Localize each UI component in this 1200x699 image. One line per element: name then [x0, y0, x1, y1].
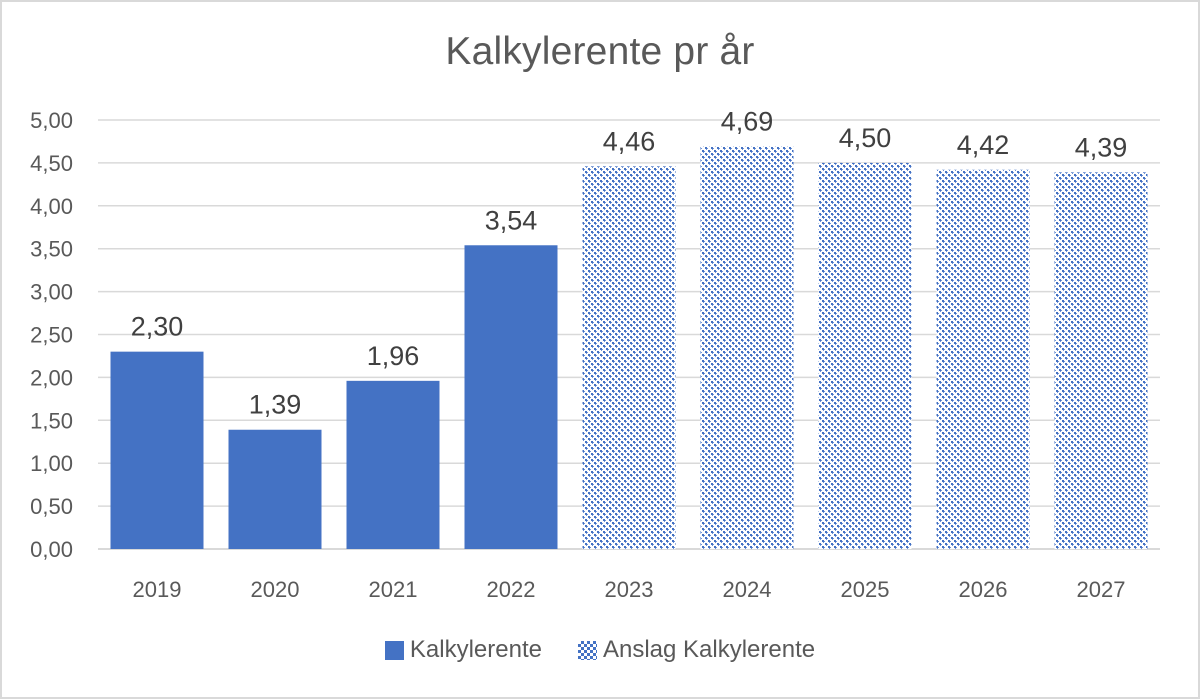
- x-tick-label: 2025: [841, 577, 890, 602]
- y-tick-label: 4,50: [30, 151, 73, 176]
- x-tick-label: 2024: [723, 577, 772, 602]
- legend-label: Anslag Kalkylerente: [602, 636, 816, 663]
- y-tick-label: 3,00: [30, 280, 73, 305]
- legend-swatch-pattern-icon: [577, 640, 597, 660]
- chart-title: Kalkylerente pr år: [445, 30, 755, 73]
- y-tick-label: 0,50: [30, 494, 73, 519]
- x-tick-label: 2026: [959, 577, 1008, 602]
- legend: Kalkylerente Anslag Kalkylerente: [0, 636, 1200, 664]
- x-axis-ticks: 2019 2020 2021 2022 2023 2024 2025 2026 2027: [133, 577, 1126, 602]
- y-tick-label: 2,00: [30, 365, 73, 390]
- y-tick-label: 1,50: [30, 408, 73, 433]
- bars: 2,30 1,39 1,96 3,54 4,46 4,69 4,50 4,42 4,39: [110, 107, 1148, 549]
- data-label: 4,46: [603, 126, 656, 156]
- y-tick-label: 4,00: [30, 194, 73, 219]
- legend-swatch-solid-icon: [384, 640, 404, 660]
- bar-2027: [1054, 172, 1148, 549]
- bar-2019: [110, 351, 204, 549]
- data-label: 4,50: [839, 123, 892, 153]
- data-label: 1,96: [367, 341, 420, 371]
- bar-2020: [228, 429, 322, 549]
- data-label: 4,42: [957, 130, 1010, 160]
- x-tick-label: 2019: [133, 577, 182, 602]
- bar-2026: [936, 169, 1030, 549]
- bar-2025: [818, 162, 912, 549]
- bar-2021: [346, 380, 440, 549]
- y-tick-label: 0,00: [30, 537, 73, 562]
- legend-item-anslag-kalkylerente: Anslag Kalkylerente: [577, 636, 816, 664]
- data-label: 4,69: [721, 107, 774, 137]
- x-tick-label: 2020: [251, 577, 300, 602]
- bar-2024: [700, 146, 794, 549]
- y-tick-label: 3,50: [30, 237, 73, 262]
- x-tick-label: 2027: [1077, 577, 1126, 602]
- data-label: 1,39: [249, 390, 302, 420]
- x-tick-label: 2022: [487, 577, 536, 602]
- bar-2023: [582, 166, 676, 549]
- x-tick-label: 2021: [369, 577, 418, 602]
- data-label: 4,39: [1075, 132, 1128, 162]
- data-label: 3,54: [485, 205, 538, 235]
- x-tick-label: 2023: [605, 577, 654, 602]
- y-tick-label: 1,00: [30, 451, 73, 476]
- bar-2022: [464, 245, 558, 549]
- data-label: 2,30: [131, 312, 184, 342]
- y-axis-ticks: 0,00 0,50 1,00 1,50 2,00 2,50 3,00 3,50 4,00 4,50…: [30, 108, 73, 562]
- legend-label: Kalkylerente: [409, 636, 542, 663]
- y-tick-label: 2,50: [30, 323, 73, 348]
- y-tick-label: 5,00: [30, 108, 73, 133]
- legend-item-kalkylerente: Kalkylerente: [384, 636, 542, 664]
